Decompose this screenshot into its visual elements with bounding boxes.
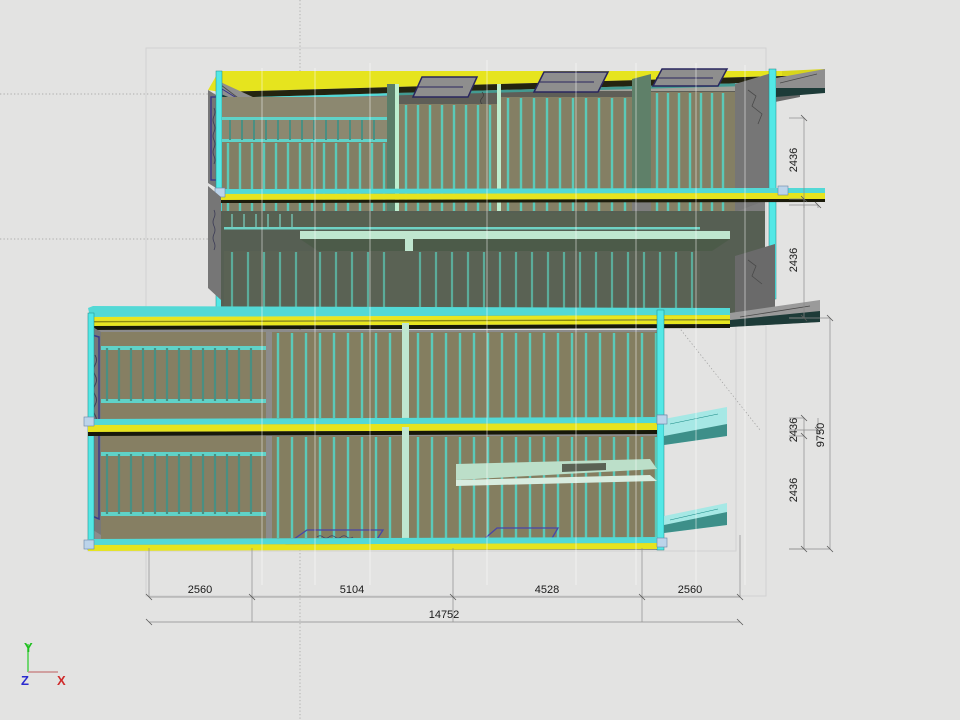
svg-text:5104: 5104 [340,584,364,596]
svg-text:9750: 9750 [815,423,827,447]
svg-text:2436: 2436 [788,248,800,272]
svg-text:2560: 2560 [678,584,702,596]
svg-text:2436: 2436 [788,148,800,172]
svg-text:X: X [57,673,66,688]
svg-text:14752: 14752 [429,609,460,621]
svg-text:2560: 2560 [188,584,212,596]
svg-text:4528: 4528 [535,584,559,596]
svg-text:2436: 2436 [788,418,800,442]
svg-text:Z: Z [21,673,29,688]
svg-text:2436: 2436 [788,478,800,502]
svg-text:Y: Y [24,640,33,655]
